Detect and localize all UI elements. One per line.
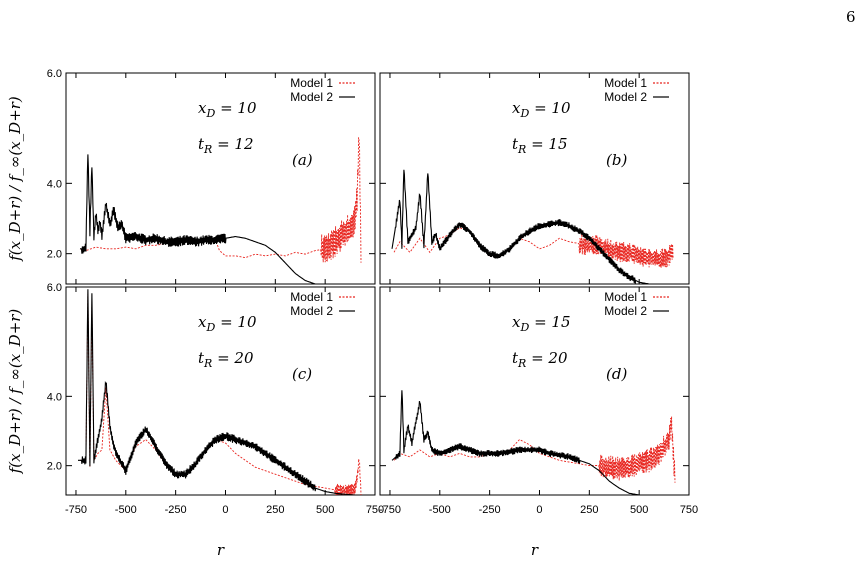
annotation-xd-sub: D (205, 321, 215, 334)
annotation-xd-sub: D (205, 107, 215, 120)
annotation-tr-value: = 20 (526, 349, 568, 367)
y-axis-label: f(x_D+r) / f_∞(x_D+r) (6, 309, 24, 475)
x-axis-label: r (217, 541, 225, 559)
x-tick-label: -250 (165, 504, 187, 516)
x-tick-label: 250 (580, 504, 598, 516)
annotation-tr: tR = 12 (198, 135, 254, 156)
annotation-xd-sub: D (519, 107, 529, 120)
annotation-xd-value: = 10 (529, 99, 571, 117)
annotation-tr-symbol: t (512, 135, 519, 153)
annotation-tr-symbol: t (198, 135, 205, 153)
legend-label: Model 1 (604, 76, 647, 90)
annotation-tr-sub: R (517, 357, 526, 370)
series-line-model-1 (79, 137, 362, 263)
legend-label: Model 2 (604, 90, 647, 104)
x-axis-label: r (531, 541, 539, 559)
annotation-xd-value: = 15 (529, 313, 570, 331)
y-axis-label: f(x_D+r) / f_∞(x_D+r) (6, 96, 24, 262)
series-line-model-2 (80, 154, 316, 284)
y-tick-label: 2.0 (47, 461, 62, 473)
y-tick-label: 2.0 (47, 249, 62, 261)
legend-label: Model 1 (290, 290, 333, 304)
legend-label: Model 2 (604, 304, 647, 318)
panel-label: (a) (292, 151, 313, 169)
legend-label: Model 1 (290, 76, 333, 90)
series-line-model-2 (391, 169, 656, 284)
series-line-model-2 (78, 289, 360, 495)
annotation-tr: tR = 20 (198, 349, 254, 370)
x-tick-label: 750 (366, 504, 384, 516)
legend-label: Model 2 (290, 304, 333, 318)
annotation-xd-symbol: x (512, 99, 521, 117)
y-tick-label: 6.0 (47, 68, 62, 80)
x-tick-label: 500 (630, 504, 648, 516)
annotation-tr-sub: R (203, 357, 212, 370)
legend-label: Model 1 (604, 290, 647, 304)
panel-c: 6.0 4.0 2.0 -750 -500 -250 0 250 500 750 Model 1Mo… (6, 282, 384, 559)
series-group (391, 169, 674, 284)
x-tick-label: 0 (222, 504, 228, 516)
x-tick-label: -250 (479, 504, 501, 516)
annotation-tr: tR = 20 (512, 349, 568, 370)
panel-label: (d) (606, 365, 627, 383)
plot-frame (379, 286, 690, 496)
series-group (79, 137, 362, 284)
annotation-tr-symbol: t (198, 349, 205, 367)
annotation-xd-symbol: x (198, 313, 207, 331)
x-tick-label: 0 (536, 504, 542, 516)
series-group (78, 289, 362, 495)
annotation-tr-value: = 20 (212, 349, 254, 367)
annotation-tr-value: = 15 (526, 135, 567, 153)
plot-frame (379, 72, 690, 285)
y-tick-label: 4.0 (47, 391, 62, 403)
y-tick-label: 6.0 (47, 282, 62, 294)
annotation-tr-sub: R (203, 143, 212, 156)
x-tick-label: -750 (65, 504, 87, 516)
x-tick-label: 750 (680, 504, 698, 516)
x-tick-label: -500 (429, 504, 451, 516)
panel-label: (c) (292, 365, 312, 383)
annotation-tr-value: = 12 (212, 135, 253, 153)
series-group (391, 390, 676, 495)
annotation-xd: xD = 10 (198, 99, 257, 120)
plot-frame (65, 286, 376, 496)
annotation-tr: tR = 15 (512, 135, 568, 156)
series-line-model-2 (391, 390, 650, 495)
annotation-xd-sub: D (519, 321, 529, 334)
panel-label: (b) (606, 151, 627, 169)
annotation-xd-value: = 10 (215, 99, 257, 117)
y-tick-label: 4.0 (47, 178, 62, 190)
annotation-xd: xD = 10 (198, 313, 257, 334)
annotation-xd-symbol: x (512, 313, 521, 331)
x-tick-label: -750 (379, 504, 401, 516)
x-tick-label: 250 (266, 504, 284, 516)
plot-frame (65, 72, 376, 285)
annotation-tr-sub: R (517, 143, 526, 156)
annotation-xd-symbol: x (198, 99, 207, 117)
annotation-tr-symbol: t (512, 349, 519, 367)
x-tick-label: 500 (316, 504, 334, 516)
series-line-model-1 (393, 227, 674, 268)
legend-label: Model 2 (290, 90, 333, 104)
page-number: 6 (846, 8, 856, 26)
annotation-xd: xD = 10 (512, 99, 571, 120)
annotation-xd: xD = 15 (512, 313, 571, 334)
annotation-xd-value: = 10 (215, 313, 257, 331)
x-tick-label: -500 (115, 504, 137, 516)
